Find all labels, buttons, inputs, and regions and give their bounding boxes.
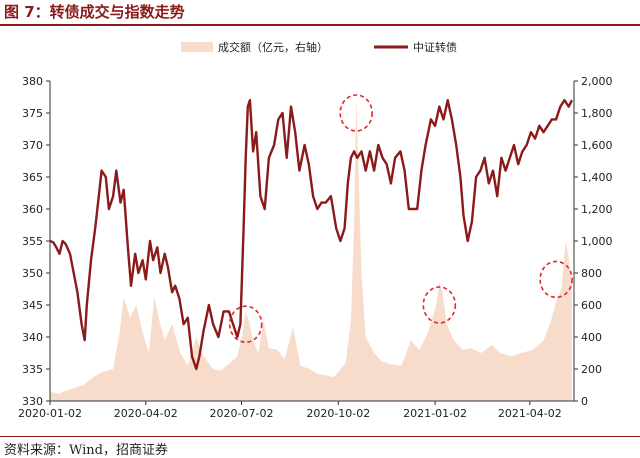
volume-area-layer: [50, 97, 572, 401]
footer-rule: [0, 436, 640, 437]
source-note: 资料来源：Wind，招商证券: [4, 443, 168, 458]
right-tick-label: 2,000: [581, 75, 613, 88]
left-tick-label: 360: [22, 203, 43, 216]
legend-label-index: 中证转债: [413, 40, 457, 54]
right-tick-label: 1,600: [581, 139, 613, 152]
left-tick-label: 355: [22, 235, 43, 248]
index-line-layer: [49, 98, 573, 371]
right-tick-label: 0: [581, 395, 588, 408]
annotation-ellipse: [422, 286, 457, 324]
legend-label-volume: 成交额（亿元，右轴）: [218, 40, 328, 54]
x-tick-label: 2020-04-02: [114, 407, 178, 420]
axes-layer: 330 335 340 345 350 355 360 365 370 375 380 0 200 400…: [18, 75, 612, 420]
right-tick-label: 600: [581, 299, 602, 312]
figure-title: 图 7：转债成交与指数走势: [4, 3, 185, 21]
chart-svg: 330 335 340 345 350 355 360 365 370 375 380 0 200 400…: [18, 40, 612, 420]
left-tick-label: 350: [22, 267, 43, 280]
right-tick-label: 1,000: [581, 235, 613, 248]
annotations-layer: [228, 94, 573, 344]
left-tick-label: 340: [22, 331, 43, 344]
annotation-ellipse: [339, 94, 373, 132]
x-tick-label: 2020-01-02: [18, 407, 82, 420]
left-tick-label: 335: [22, 363, 43, 376]
x-tick-label: 2020-10-02: [306, 407, 370, 420]
legend-swatch-volume: [181, 42, 213, 52]
index-line: [49, 98, 573, 371]
right-tick-label: 1,800: [581, 107, 613, 120]
right-tick-label: 200: [581, 363, 602, 376]
annotation-ellipse: [228, 305, 263, 344]
right-tick-label: 800: [581, 267, 602, 280]
title-rule: [0, 24, 640, 26]
volume-area: [50, 97, 572, 401]
left-tick-label: 345: [22, 299, 43, 312]
left-tick-label: 330: [22, 395, 43, 408]
left-tick-label: 380: [22, 75, 43, 88]
left-tick-label: 365: [22, 171, 43, 184]
right-tick-label: 1,200: [581, 203, 613, 216]
x-tick-label: 2020-07-02: [210, 407, 274, 420]
left-tick-label: 375: [22, 107, 43, 120]
right-tick-label: 400: [581, 331, 602, 344]
legend: 成交额（亿元，右轴） 中证转债: [181, 40, 457, 54]
x-tick-label: 2021-01-02: [403, 407, 467, 420]
left-tick-label: 370: [22, 139, 43, 152]
right-tick-label: 1,400: [581, 171, 613, 184]
x-tick-label: 2021-04-02: [498, 407, 562, 420]
annotation-ellipse: [539, 260, 573, 299]
